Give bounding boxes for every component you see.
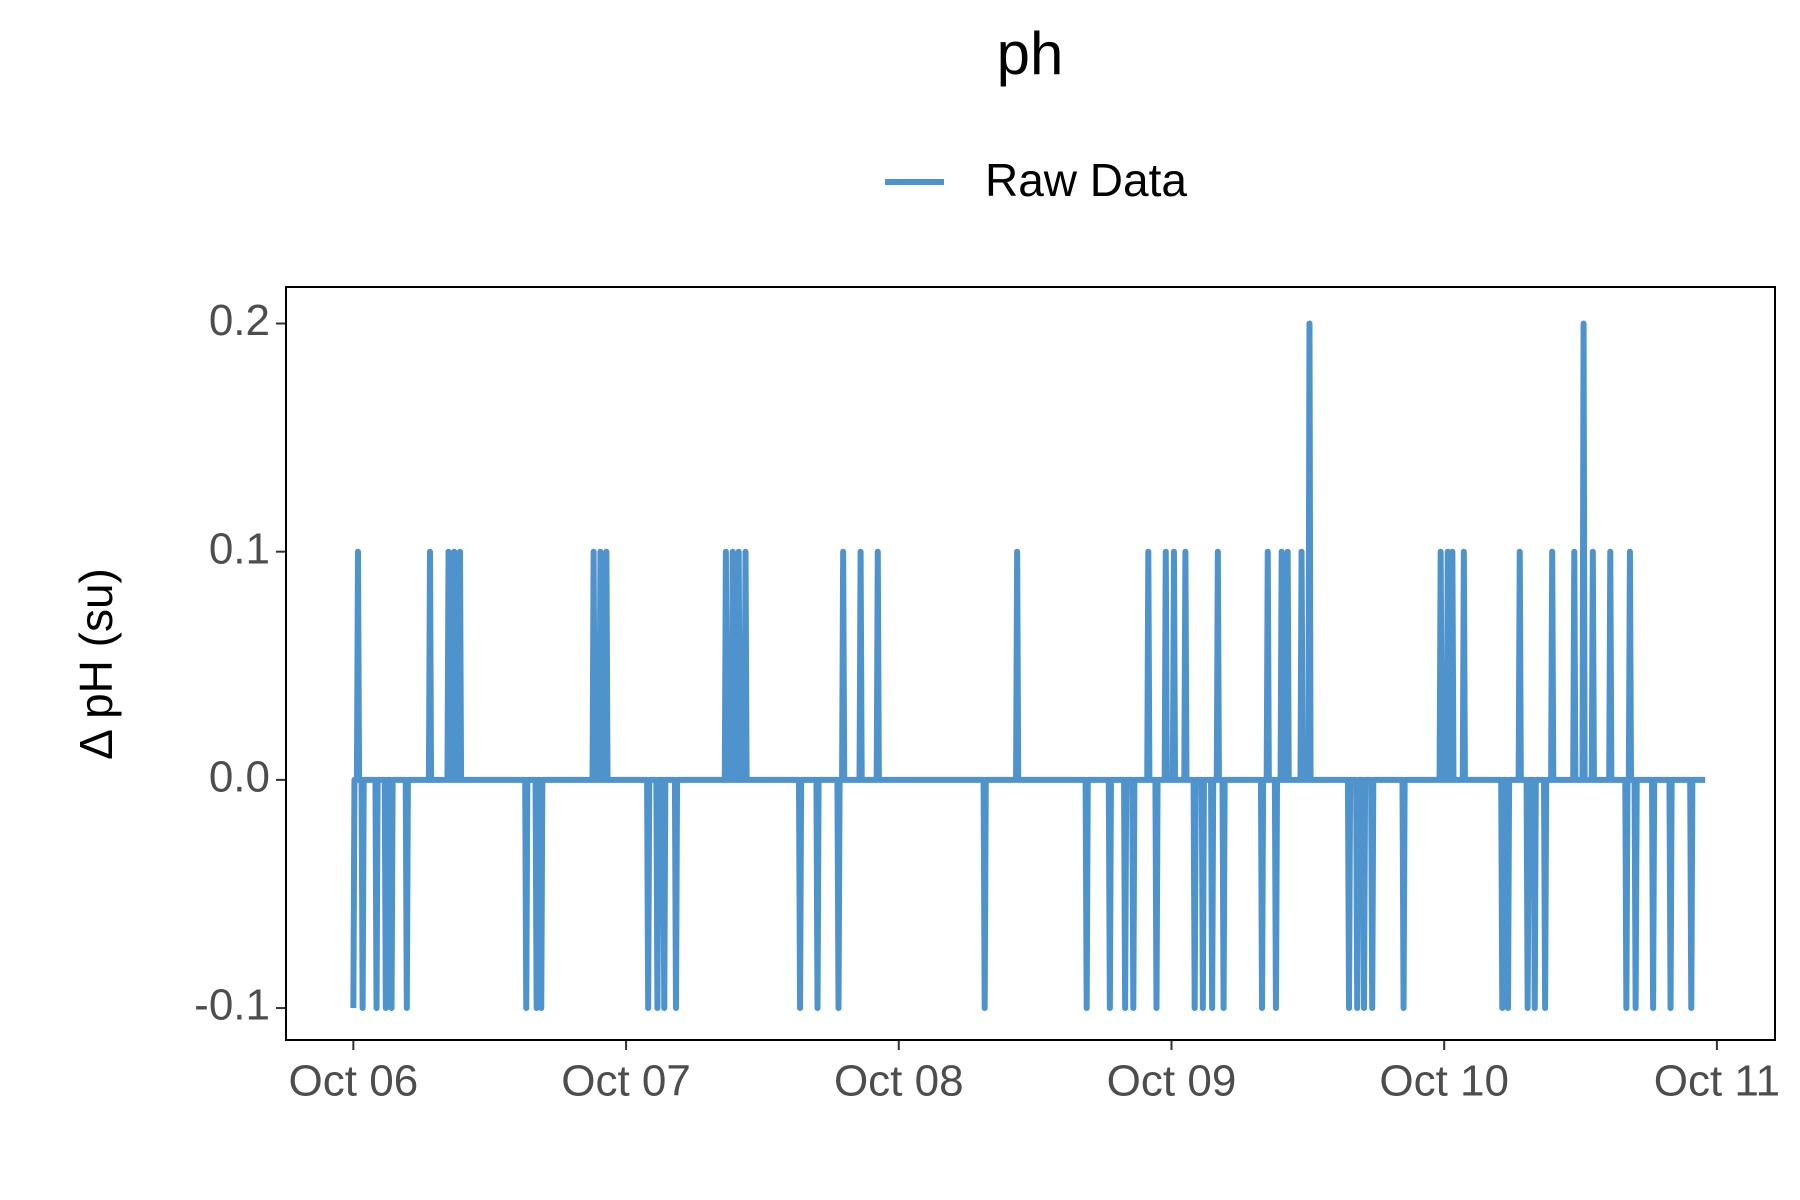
x-tick-label: Oct 06 [289, 1057, 419, 1106]
y-tick-label: 0.1 [209, 524, 270, 573]
y-axis-label: Δ pH (su) [70, 568, 122, 760]
x-tick-label: Oct 07 [561, 1057, 691, 1106]
data-line [350, 320, 1706, 1012]
x-tick-label: Oct 10 [1379, 1057, 1509, 1106]
y-tick-label: 0.0 [209, 752, 270, 801]
x-tick-label: Oct 08 [834, 1057, 964, 1106]
legend-label: Raw Data [985, 154, 1187, 206]
plot-border [285, 286, 1776, 1041]
y-tick-label: -0.1 [194, 981, 270, 1030]
x-tick-label: Oct 11 [1654, 1057, 1780, 1106]
y-tick-label: 0.2 [209, 296, 270, 345]
chart-title: ph [997, 20, 1064, 87]
x-tick-label: Oct 09 [1107, 1057, 1237, 1106]
